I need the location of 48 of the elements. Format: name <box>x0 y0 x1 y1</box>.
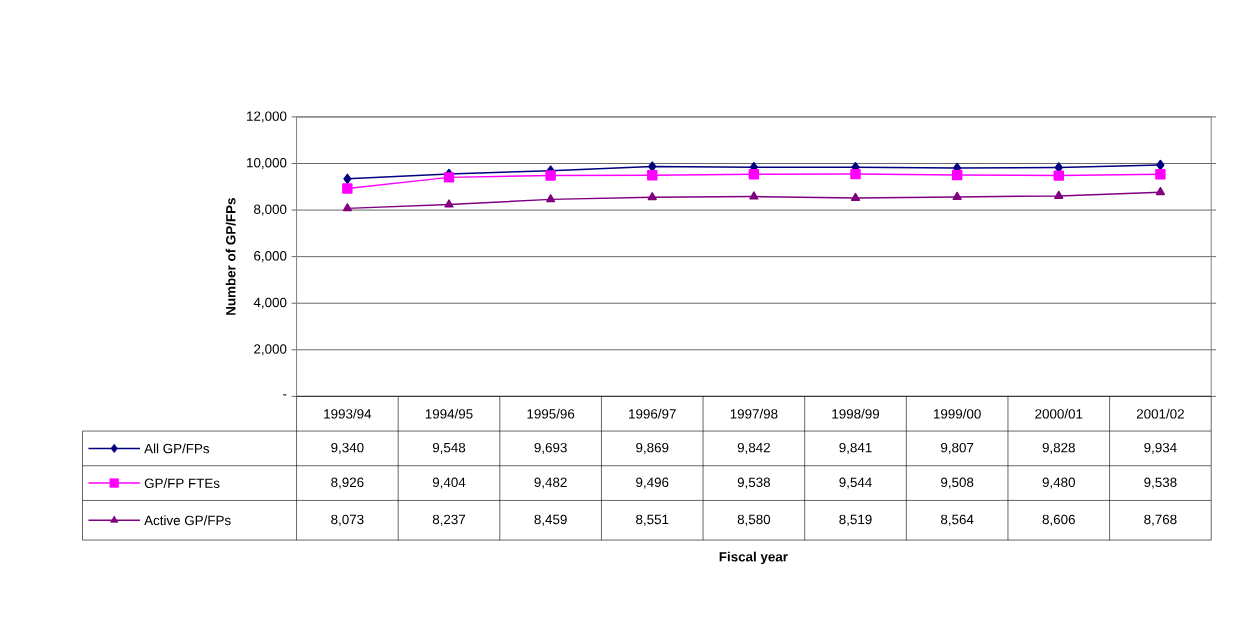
y-tick-label: - <box>283 394 287 396</box>
x-tick-label: 1993/94 <box>324 408 372 419</box>
x-tick-label: 2000/01 <box>1035 408 1083 419</box>
x-tick-label: 1996/97 <box>629 408 676 419</box>
data-label: 9,496 <box>636 477 669 489</box>
legend-label: Active GP/FPs <box>144 515 231 526</box>
x-tick-label: 1994/95 <box>425 408 473 419</box>
y-tick-label: 8,000 <box>254 204 287 216</box>
y-tick-label: 6,000 <box>254 250 287 263</box>
data-label: 8,580 <box>737 514 771 526</box>
data-label: 9,841 <box>839 442 872 454</box>
data-label: 9,508 <box>941 477 974 489</box>
data-label: 8,551 <box>636 514 669 526</box>
text: Fiscal year <box>719 551 788 564</box>
data-label: 9,807 <box>941 442 974 454</box>
data-label: 8,606 <box>1042 514 1075 526</box>
data-label: 9,842 <box>737 442 770 454</box>
data-label: 8,519 <box>839 514 872 526</box>
x-tick-label: 1995/96 <box>527 408 575 419</box>
data-label: 8,564 <box>940 514 974 526</box>
data-label: 9,482 <box>534 477 567 489</box>
data-label: 8,073 <box>331 514 364 526</box>
data-label: 8,768 <box>1144 514 1177 526</box>
x-tick-label: 1999/00 <box>933 408 981 419</box>
data-label: 8,459 <box>534 514 567 526</box>
data-label: 9,548 <box>432 442 466 454</box>
data-label: 9,404 <box>432 477 466 489</box>
y-tick-label: 2,000 <box>254 344 287 356</box>
x-tick-label: 1998/99 <box>832 408 880 419</box>
y-tick-label: 10,000 <box>247 157 287 169</box>
data-label: 9,693 <box>534 442 567 454</box>
data-label: 9,340 <box>331 442 364 454</box>
data-label: 9,828 <box>1042 442 1075 454</box>
data-label: 8,926 <box>331 477 364 489</box>
y-tick-label: 12,000 <box>247 111 287 123</box>
data-label: 9,934 <box>1144 442 1177 454</box>
x-tick-label: 1997/98 <box>730 408 778 419</box>
legend-label: All GP/FPs <box>144 443 210 454</box>
data-label: 9,538 <box>1144 477 1177 489</box>
data-label: 9,480 <box>1042 477 1075 489</box>
y-axis-title: Number of GP/FPs <box>225 197 236 315</box>
data-label: 8,237 <box>432 514 466 526</box>
x-tick-label: 2001/02 <box>1136 408 1184 419</box>
y-tick-label: 4,000 <box>253 297 287 309</box>
data-label: 9,544 <box>839 477 872 489</box>
legend-label: GP/FP FTEs <box>144 478 220 488</box>
data-label: 9,869 <box>636 442 669 454</box>
data-label: 9,538 <box>737 477 771 489</box>
